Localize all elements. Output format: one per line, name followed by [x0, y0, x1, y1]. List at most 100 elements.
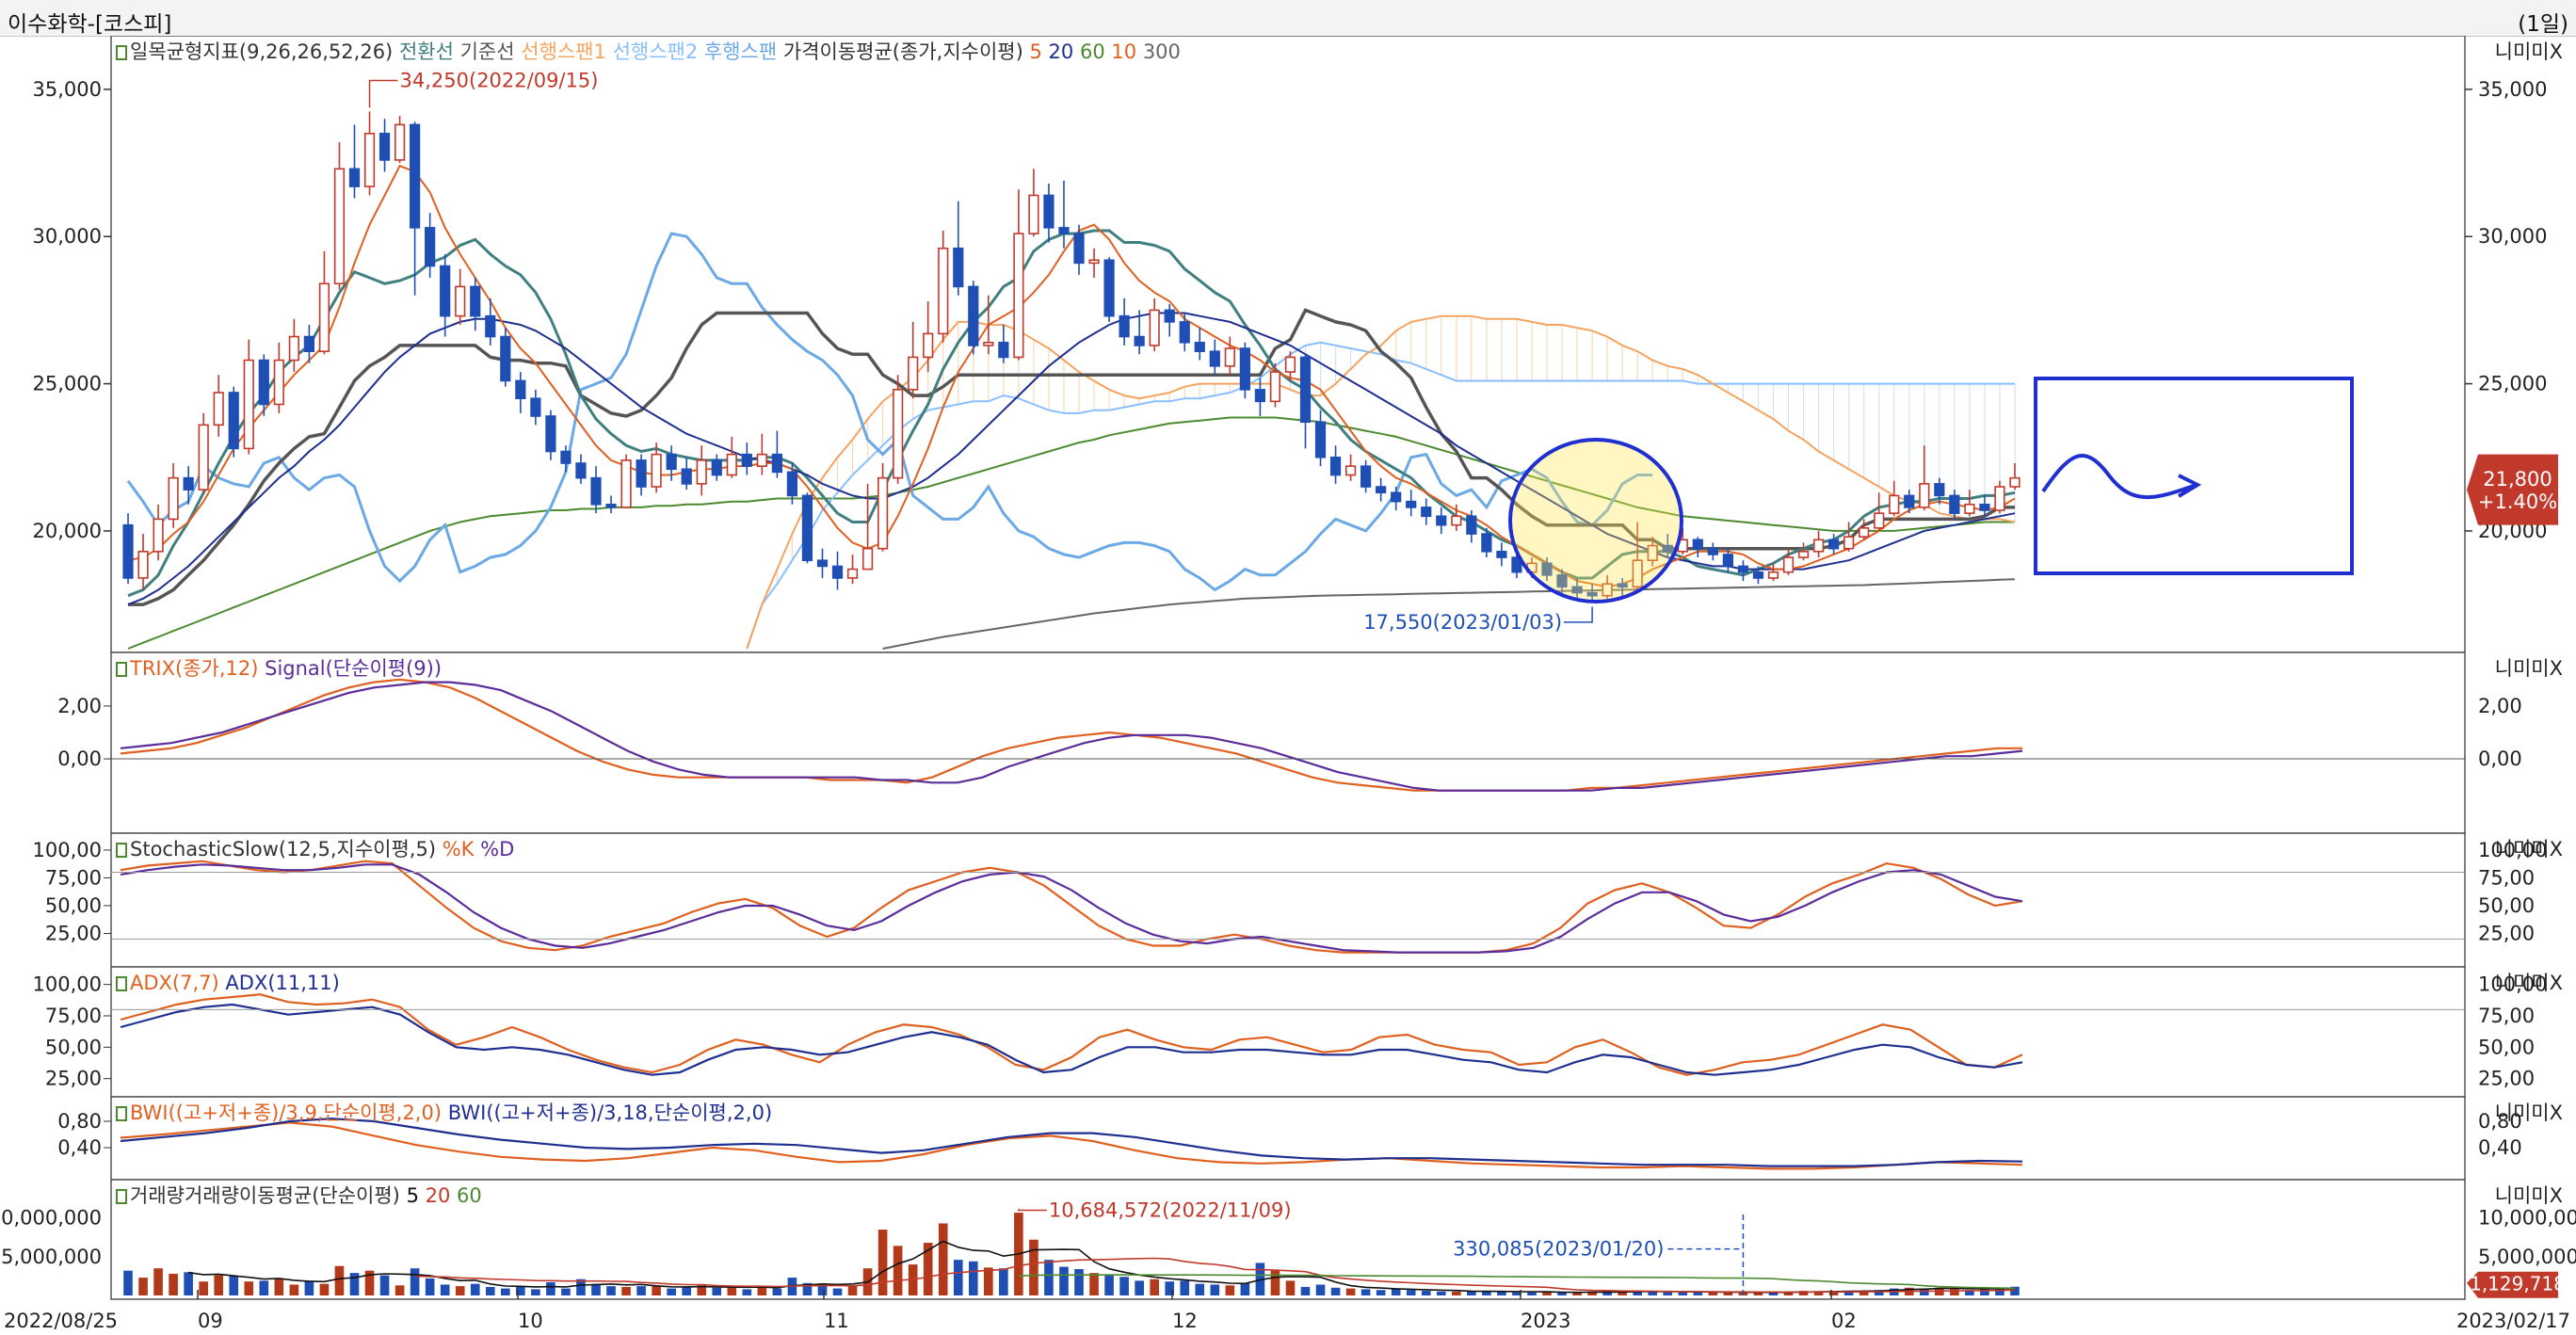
- volume-bar: [1859, 1291, 1869, 1295]
- volume-bar: [1482, 1291, 1491, 1295]
- volume-bar: [1029, 1239, 1038, 1295]
- bwi9-line: [120, 1121, 2023, 1170]
- volume-bar: [1044, 1260, 1054, 1295]
- candle-body: [1149, 309, 1160, 346]
- candle-body: [545, 415, 556, 453]
- candle-body: [1859, 526, 1870, 538]
- price-ytick-label: 35,000: [33, 78, 102, 101]
- stoch-d-line: [120, 863, 2023, 954]
- volume-bar: [576, 1279, 586, 1295]
- candle-body: [1119, 314, 1130, 338]
- highlight-circle: [1508, 438, 1683, 603]
- candle-body: [1511, 556, 1522, 573]
- candle-body: [455, 285, 466, 317]
- volume-bar: [893, 1246, 903, 1295]
- volume-bar: [1542, 1292, 1552, 1295]
- candle-body: [953, 247, 964, 288]
- xaxis-label: 2023: [1521, 1310, 1570, 1332]
- volume-bar: [1950, 1289, 1959, 1295]
- indicator-ytick-label: 0,80: [57, 1110, 102, 1133]
- volume-bar: [712, 1287, 722, 1295]
- volume-legend-item: [400, 1184, 407, 1207]
- indicator-ytick-label: 100,00: [33, 839, 102, 861]
- volume-bar: [1648, 1291, 1658, 1295]
- candle-body: [923, 332, 934, 359]
- candle-body: [1314, 421, 1327, 458]
- candle-body: [696, 459, 707, 485]
- candle-body: [515, 379, 526, 400]
- bwi18-line: [120, 1118, 2023, 1167]
- indicator-ytick-label: 25,00: [45, 1068, 102, 1090]
- candle-body: [1254, 389, 1266, 403]
- volume-legend-item: 20: [426, 1184, 451, 1207]
- volume-bar: [1527, 1292, 1537, 1295]
- candle-body: [1134, 335, 1145, 346]
- price-legend-item: 300: [1143, 40, 1181, 63]
- candle-body: [1224, 347, 1235, 367]
- candle-body: [1979, 503, 1990, 511]
- candle-body: [575, 462, 587, 479]
- candle-body: [1586, 591, 1598, 597]
- candle-body: [273, 359, 284, 406]
- candle-body: [1874, 512, 1885, 529]
- candle-body: [2009, 476, 2021, 488]
- candle-body: [394, 123, 406, 161]
- candle-body: [756, 453, 767, 467]
- volume-bar: [1828, 1291, 1839, 1295]
- volume-bar: [1633, 1291, 1642, 1295]
- stoch-legend-item: [436, 838, 443, 861]
- volume-ytick-label: 10,000,000: [0, 1207, 102, 1230]
- volume-legend: 거래량거래량이동평균(단순이평) 5 20 60: [130, 1184, 482, 1207]
- candle-body: [831, 565, 844, 579]
- volume-bar: [1512, 1292, 1521, 1295]
- candle-body: [1707, 547, 1718, 555]
- candle-body: [258, 359, 269, 406]
- candle-body: [122, 523, 134, 579]
- volume-bar: [1874, 1290, 1884, 1295]
- trix-legend-item: TRIX(종가,12): [129, 657, 258, 680]
- candle-body: [500, 335, 511, 382]
- candle-body: [1209, 350, 1220, 367]
- candle-body: [1994, 486, 2005, 511]
- candle-body: [1406, 500, 1417, 508]
- chikou-span-line: [126, 232, 1653, 592]
- candle-body: [1904, 494, 1915, 508]
- adx-legend-item: ADX(11,11): [225, 972, 339, 994]
- projection-arrow-path: [2041, 454, 2195, 500]
- last-price-change: +1.40%: [2478, 491, 2557, 513]
- volume-bar: [1089, 1273, 1099, 1295]
- volume-bar: [1315, 1284, 1326, 1295]
- volume-bar: [1693, 1292, 1703, 1295]
- candle-body: [137, 551, 149, 579]
- volume-bar: [1285, 1280, 1296, 1295]
- candle-body: [333, 168, 346, 285]
- xaxis-start-label: 2022/08/25: [4, 1310, 118, 1332]
- candle-body: [1028, 194, 1039, 234]
- candle-body: [877, 476, 889, 550]
- volume-bar: [923, 1243, 933, 1295]
- volume-bar: [591, 1283, 601, 1295]
- candle-body: [1602, 583, 1613, 597]
- volume-bar: [1467, 1291, 1476, 1295]
- volume-bar: [2010, 1286, 2020, 1295]
- volume-bar: [1300, 1286, 1311, 1295]
- candle-body: [1239, 347, 1250, 391]
- volume-bar: [1678, 1292, 1688, 1295]
- stoch-legend-item: %D: [480, 838, 514, 861]
- trix-legend-item: Signal(단순이평(9)): [265, 657, 442, 680]
- volume-bar: [938, 1223, 948, 1295]
- volume-bar: [1965, 1290, 1974, 1295]
- volume-bar: [877, 1230, 888, 1295]
- volume-bar: [304, 1280, 314, 1295]
- volume-bar: [757, 1286, 767, 1295]
- candle-body: [726, 453, 737, 476]
- xaxis-label: 09: [198, 1310, 223, 1332]
- volume-bar: [682, 1286, 691, 1295]
- volume-bar: [485, 1286, 495, 1295]
- volume-ytick-label-right: 5,000,000: [2478, 1246, 2576, 1268]
- indicator-ytick-label-right: 25,00: [2478, 922, 2535, 944]
- stoch-legend-check-icon: [116, 843, 127, 858]
- indicator-ytick-label-right: 75,00: [2478, 866, 2535, 889]
- candle-body: [1752, 571, 1764, 579]
